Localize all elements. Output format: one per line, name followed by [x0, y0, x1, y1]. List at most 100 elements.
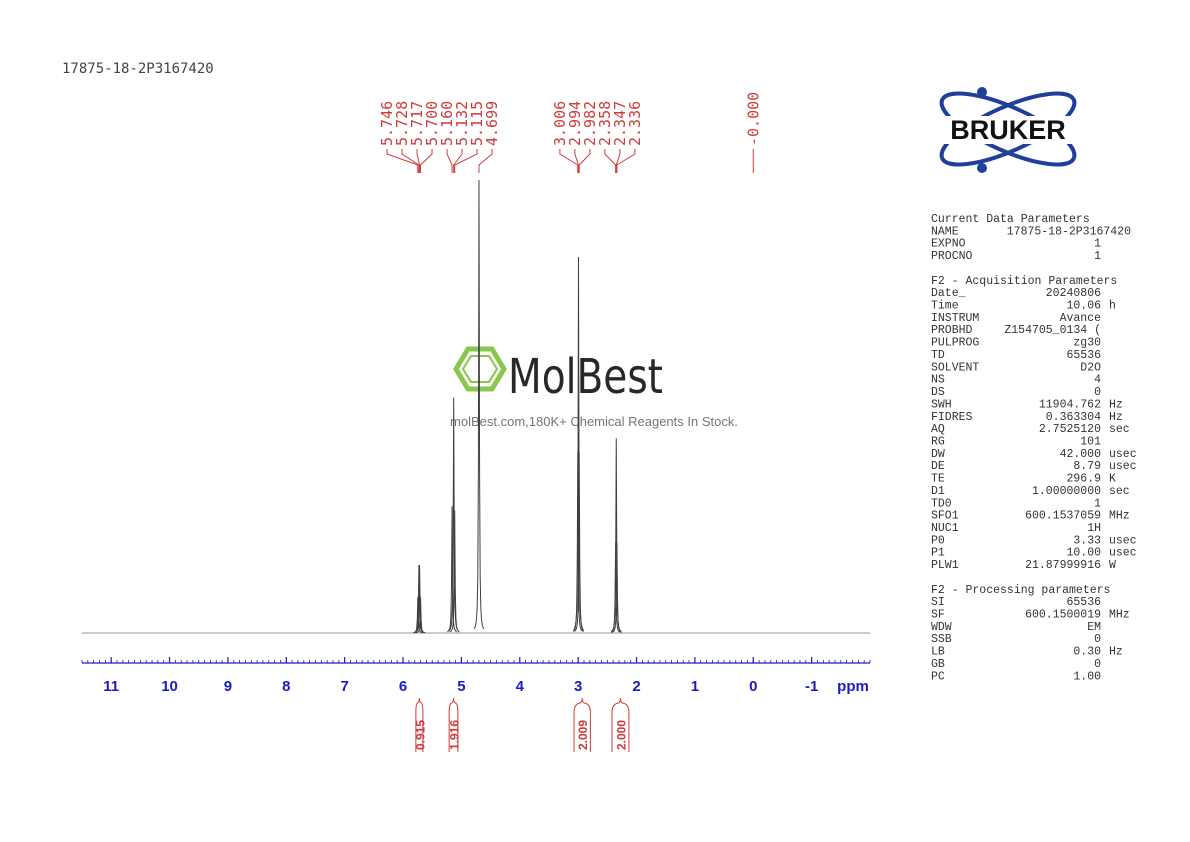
x-tick-label: 5: [457, 678, 465, 695]
param-value: 4: [1094, 374, 1101, 387]
param-name: INSTRUM: [931, 312, 979, 325]
param-unit: MHz: [1109, 609, 1130, 622]
integral-bracket: [415, 697, 424, 752]
peak: [473, 179, 485, 630]
param-value: 1.00: [1073, 670, 1101, 683]
param-section-title: F2 - Processing parameters: [931, 584, 1110, 597]
param-unit: usec: [1109, 547, 1137, 560]
peak-label: 5.728: [393, 101, 411, 146]
x-tick-label: 2: [632, 678, 640, 695]
param-name: DS: [931, 386, 945, 399]
param-value: zg30: [1073, 337, 1101, 350]
param-value: 20240806: [1046, 287, 1101, 300]
peak-label-connector: [559, 149, 579, 173]
peak-label: 5.746: [378, 101, 396, 146]
param-value: 600.1537059: [1025, 510, 1101, 523]
param-name: SF: [931, 609, 945, 622]
param-name: SFO1: [931, 510, 959, 523]
peak-label-connector: [453, 149, 463, 173]
peak-label-connector: [578, 149, 591, 173]
param-value: 1: [1094, 250, 1101, 263]
param-name: SI: [931, 596, 945, 609]
param-value: 1H: [1087, 522, 1101, 535]
param-unit: W: [1109, 559, 1116, 572]
param-name: TD0: [931, 497, 952, 510]
peak-label: 5.700: [423, 101, 441, 146]
param-name: TE: [931, 473, 945, 486]
param-unit: h: [1109, 300, 1116, 313]
logo: BRUKER: [924, 87, 1092, 173]
param-unit: K: [1109, 473, 1116, 486]
param-name: EXPNO: [931, 238, 966, 251]
peak-label: 2.358: [596, 101, 614, 146]
peak-label: 5.115: [468, 101, 486, 146]
param-unit: sec: [1109, 485, 1130, 498]
param-value: 0: [1094, 633, 1101, 646]
peak-label-connector: [616, 149, 636, 173]
x-axis-label: ppm: [837, 678, 869, 695]
param-name: P0: [931, 534, 945, 547]
param-value: 10.00: [1066, 547, 1101, 560]
integral-value: 2.009: [576, 720, 590, 750]
param-unit: usec: [1109, 460, 1137, 473]
peak-label-connector: [478, 149, 493, 173]
param-name: GB: [931, 658, 945, 671]
param-value: 8.79: [1073, 460, 1101, 473]
param-name: NAME: [931, 225, 959, 238]
param-value: D2O: [1080, 361, 1101, 374]
peak-label-connector: [420, 149, 433, 173]
param-name: FIDRES: [931, 411, 973, 424]
peak-label: 2.336: [626, 101, 644, 146]
param-value: 42.000: [1060, 448, 1102, 461]
x-tick-label: -1: [805, 678, 818, 695]
param-value: 1.00000000: [1032, 485, 1101, 498]
param-name: AQ: [931, 423, 945, 436]
integral-bracket: [448, 697, 459, 752]
param-unit: usec: [1109, 534, 1137, 547]
x-tick-label: 10: [161, 678, 178, 695]
peak-label-connector: [416, 149, 421, 173]
peak-label-connector: [574, 149, 579, 173]
param-name: PLW1: [931, 559, 959, 572]
param-name: D1: [931, 485, 945, 498]
x-tick-label: 1: [691, 678, 699, 695]
peak-label-connector: [401, 149, 420, 173]
x-tick-label: 9: [224, 678, 232, 695]
param-value: 3.33: [1073, 534, 1101, 547]
param-value: Avance: [1060, 312, 1102, 325]
param-name: DW: [931, 448, 945, 461]
param-value: EM: [1087, 621, 1101, 634]
param-name: NUC1: [931, 522, 959, 535]
peak-label-connector: [615, 149, 621, 173]
param-unit: sec: [1109, 423, 1130, 436]
param-name: SSB: [931, 633, 952, 646]
x-tick-label: 4: [516, 678, 525, 695]
peak-label-connector: [386, 149, 419, 173]
peak-label: -0.000: [744, 92, 762, 146]
param-name: TD: [931, 349, 945, 362]
param-value: 0: [1094, 386, 1101, 399]
chart-title: 17875-18-2P3167420: [62, 61, 214, 77]
x-tick-label: 0: [749, 678, 757, 695]
param-value: 0: [1094, 658, 1101, 671]
x-tick-label: 6: [399, 678, 407, 695]
peak: [611, 542, 622, 633]
x-tick-label: 8: [282, 678, 290, 695]
logo-text: BRUKER: [950, 115, 1066, 145]
param-name: PROBHD: [931, 324, 973, 337]
param-name: LB: [931, 646, 945, 659]
param-value: 101: [1080, 435, 1101, 448]
param-section-title: Current Data Parameters: [931, 213, 1090, 226]
param-name: P1: [931, 547, 945, 560]
param-value: 17875-18-2P3167420: [1007, 225, 1131, 238]
peak-label-connector: [604, 149, 617, 173]
integral-value: 1.916: [448, 720, 462, 750]
param-unit: Hz: [1109, 411, 1123, 424]
x-tick-label: 7: [340, 678, 348, 695]
peak: [574, 451, 585, 632]
peak-label: 2.982: [581, 101, 599, 146]
watermark-name: MolBest: [508, 349, 663, 405]
peak: [449, 510, 460, 633]
